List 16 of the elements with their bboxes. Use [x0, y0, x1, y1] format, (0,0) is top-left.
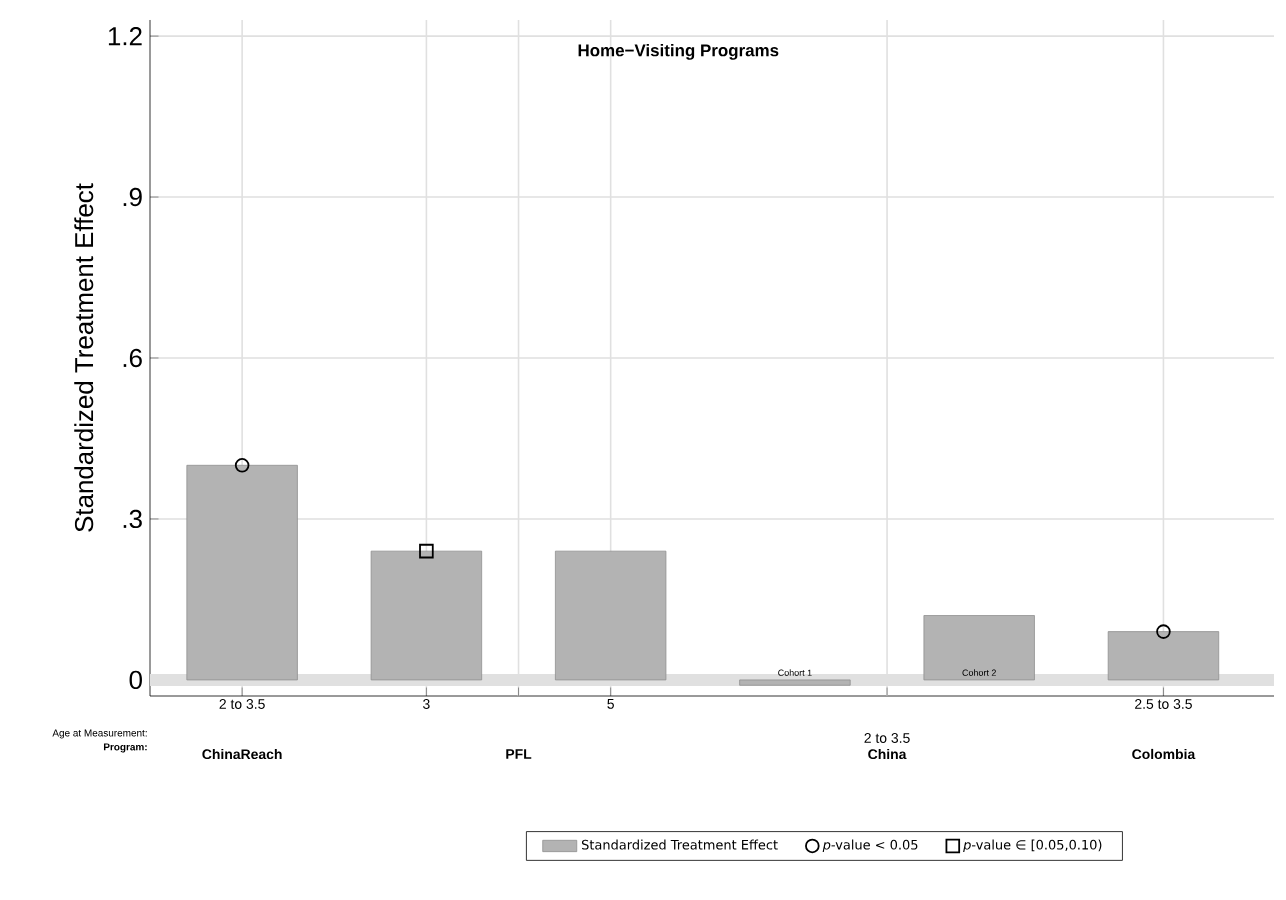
y-tick-label: .9 — [123, 187, 142, 207]
bar — [186, 464, 298, 681]
y-tick-label: 1.2 — [108, 27, 142, 46]
y-tick-label: 0 — [129, 670, 142, 690]
bar — [1107, 631, 1220, 681]
y-tick-label: .3 — [123, 509, 142, 529]
y-tick-label: .6 — [123, 348, 142, 368]
bar — [554, 550, 667, 681]
bar — [739, 679, 851, 686]
point — [234, 458, 250, 473]
bar — [923, 615, 1035, 681]
point — [1156, 624, 1171, 639]
text: Home−Visiting Programs — [578, 43, 779, 60]
point — [419, 543, 434, 559]
y-axis-title: Standardized Treatment Effect — [74, 183, 94, 532]
bar — [370, 550, 483, 681]
